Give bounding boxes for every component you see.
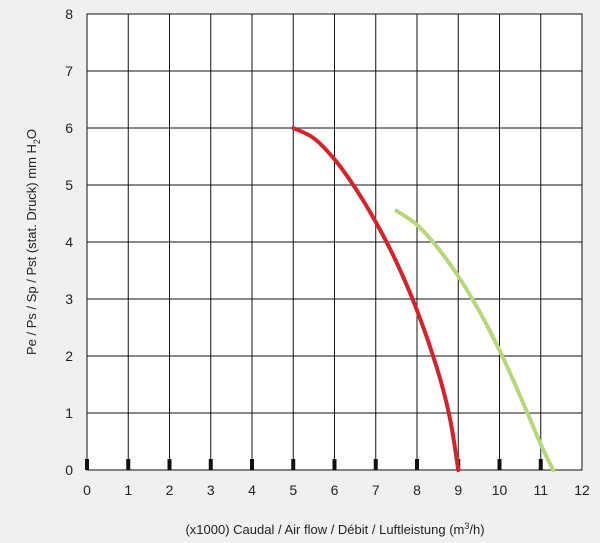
x-tick-label: 0 [83,482,91,498]
x-tick-label: 5 [289,482,297,498]
y-tick-label: 6 [65,120,73,136]
x-tick-label: 1 [124,482,132,498]
y-tick-label: 8 [65,6,73,22]
x-tick-label: 10 [492,482,508,498]
y-tick-label: 1 [65,405,73,421]
y-tick-label: 3 [65,291,73,307]
x-tick-label: 11 [533,482,548,498]
x-tick-label: 7 [372,482,380,498]
x-tick-label: 3 [207,482,215,498]
y-tick-label: 0 [65,462,73,478]
y-axis-title: Pe / Ps / Sp / Pst (stat. Druck) mm H2O [24,129,42,355]
y-tick-label: 4 [65,234,73,250]
y-tick-label: 2 [65,348,73,364]
y-tick-label: 5 [65,177,73,193]
x-tick-label: 8 [413,482,421,498]
series-layer [291,126,556,472]
x-tick-labels: 0 1 2 3 4 5 6 7 8 9 10 11 12 [83,482,590,498]
x-tick-label: 9 [454,482,462,498]
x-tick-label: 12 [574,482,590,498]
x-tick-label: 4 [248,482,256,498]
series-line-2 [394,208,556,472]
grid [87,14,582,470]
series-line-1 [291,126,461,472]
x-tick-label: 6 [331,482,339,498]
y-tick-labels: 0 1 2 3 4 5 6 7 8 [65,6,73,478]
x-axis-title: (x1000) Caudal / Air flow / Débit / Luft… [185,521,484,537]
y-tick-label: 7 [65,63,73,79]
tick-marks [85,459,543,470]
x-tick-label: 2 [166,482,174,498]
